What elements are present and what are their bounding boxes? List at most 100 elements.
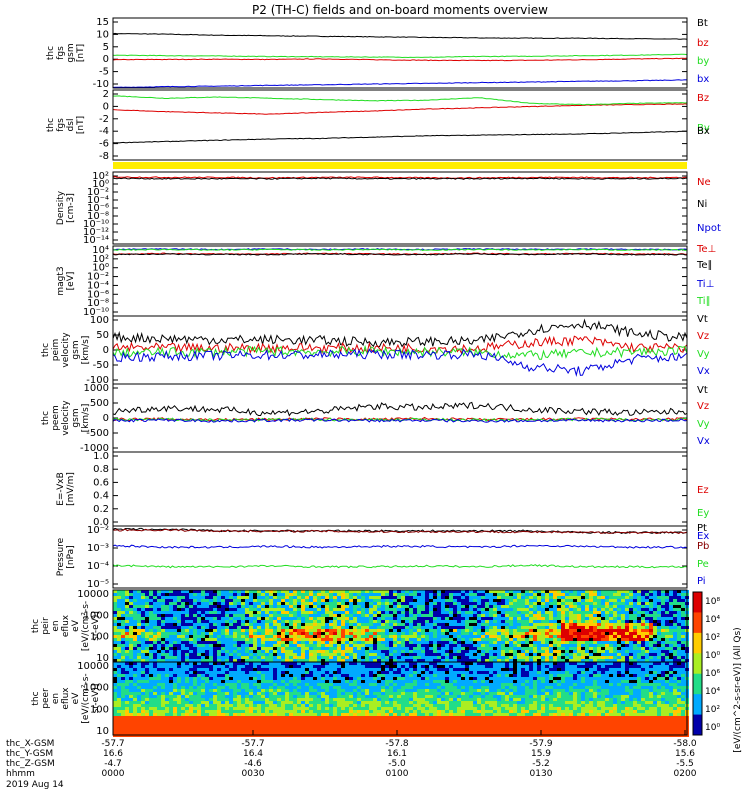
series-legend-label: Ti∥	[696, 296, 711, 307]
spectrogram-cell	[233, 599, 237, 602]
spectrogram-cell	[457, 599, 461, 602]
spectrogram-cell	[477, 617, 481, 620]
spectrogram-cell	[237, 671, 241, 674]
spectrogram-cell	[673, 614, 677, 617]
spectrogram-cell	[677, 593, 681, 596]
spectrogram-cell	[257, 599, 261, 602]
spectrogram-cell	[621, 641, 625, 644]
spectrogram-cell	[409, 626, 413, 629]
spectrogram-cell	[517, 599, 521, 602]
spectrogram-cell	[185, 602, 189, 605]
y-tick-label: -50	[93, 360, 109, 371]
spectrogram-cell	[193, 605, 197, 608]
spectrogram-cell	[465, 626, 469, 629]
spectrogram-cell	[637, 656, 641, 659]
spectrogram-cell	[605, 638, 609, 641]
spectrogram-cell	[157, 695, 161, 698]
y-axis-label: Density	[56, 190, 66, 225]
spectrogram-cell	[289, 599, 293, 602]
figure-title: P2 (TH-C) fields and on-board moments ov…	[252, 3, 548, 17]
spectrogram-cell	[253, 656, 257, 659]
spectrogram-cell	[565, 617, 569, 620]
spectrogram-cell	[273, 680, 277, 683]
spectrogram-cell	[157, 620, 161, 623]
spectrogram-cell	[225, 731, 229, 734]
spectrogram-cell	[233, 602, 237, 605]
spectrogram-cell	[209, 611, 213, 614]
spectrogram-cell	[229, 632, 233, 635]
series-legend-label: Vx	[697, 436, 710, 447]
y-axis-label: dsl	[66, 119, 76, 132]
spectrogram-cell	[553, 602, 557, 605]
spectrogram-cell	[269, 647, 273, 650]
spectrogram-cell	[285, 677, 289, 680]
spectrogram-cell	[325, 635, 329, 638]
spectrogram-cell	[297, 692, 301, 695]
spectrogram-cell	[529, 605, 533, 608]
spectrogram-cell	[537, 593, 541, 596]
spectrogram-cell	[417, 593, 421, 596]
spectrogram-cell	[413, 623, 417, 626]
spectrogram-cell	[245, 656, 249, 659]
spectrogram-cell	[169, 605, 173, 608]
spectrogram-cell	[309, 695, 313, 698]
spectrogram-cell	[117, 731, 121, 734]
spectrogram-cell	[357, 599, 361, 602]
spectrogram-cell	[201, 683, 205, 686]
spectrogram-cell	[329, 608, 333, 611]
spectrogram-cell	[237, 719, 241, 722]
spectrogram-cell	[321, 635, 325, 638]
spectrogram-cell	[129, 722, 133, 725]
spectrogram-cell	[269, 602, 273, 605]
spectrogram-cell	[225, 701, 229, 704]
spectrogram-cell	[641, 623, 645, 626]
spectrogram-cell	[137, 656, 141, 659]
spectrogram-cell	[117, 632, 121, 635]
spectrogram-cell	[645, 656, 649, 659]
spectrogram-cell	[301, 683, 305, 686]
spectrogram-cell	[405, 635, 409, 638]
spectrogram-cell	[281, 680, 285, 683]
spectrogram-cell	[397, 629, 401, 632]
spectrogram-cell	[149, 710, 153, 713]
spectrogram-cell	[133, 644, 137, 647]
spectrogram-cell	[289, 608, 293, 611]
spectrogram-cell	[549, 629, 553, 632]
spectrogram-cell	[313, 686, 317, 689]
spectrogram-cell	[669, 617, 673, 620]
spectrogram-cell	[229, 599, 233, 602]
spectrogram-cell	[397, 617, 401, 620]
spectrogram-cell	[249, 632, 253, 635]
spectrogram-cell	[273, 647, 277, 650]
spectrogram-cell	[637, 635, 641, 638]
spectrogram-cell	[125, 653, 129, 656]
spectrogram-cell	[585, 608, 589, 611]
spectrogram-cell	[149, 617, 153, 620]
spectrogram-cell	[293, 638, 297, 641]
spectrogram-cell	[173, 689, 177, 692]
spectrogram-cell	[129, 632, 133, 635]
spectrogram-cell	[653, 656, 657, 659]
spectrogram-cell	[177, 650, 181, 653]
spectrogram-cell	[449, 656, 453, 659]
spectrogram-cell	[145, 686, 149, 689]
spectrogram-cell	[213, 683, 217, 686]
y-axis-label: gsm	[71, 340, 81, 359]
spectrogram-cell	[161, 626, 165, 629]
spectrogram-cell	[517, 623, 521, 626]
spectrogram-cell	[625, 629, 629, 632]
spectrogram-cell	[469, 602, 473, 605]
spectrogram-cell	[429, 617, 433, 620]
spectrogram-cell	[245, 671, 249, 674]
spectrogram-cell	[125, 614, 129, 617]
spectrogram-cell	[237, 644, 241, 647]
spectrogram-cell	[513, 614, 517, 617]
spectrogram-cell	[269, 596, 273, 599]
spectrogram-cell	[269, 728, 273, 731]
spectrogram-cell	[369, 629, 373, 632]
spectrogram-cell	[625, 641, 629, 644]
spectrogram-cell	[113, 629, 117, 632]
spectrogram-cell	[353, 599, 357, 602]
spectrogram-cell	[245, 638, 249, 641]
spectrogram-cell	[341, 623, 345, 626]
